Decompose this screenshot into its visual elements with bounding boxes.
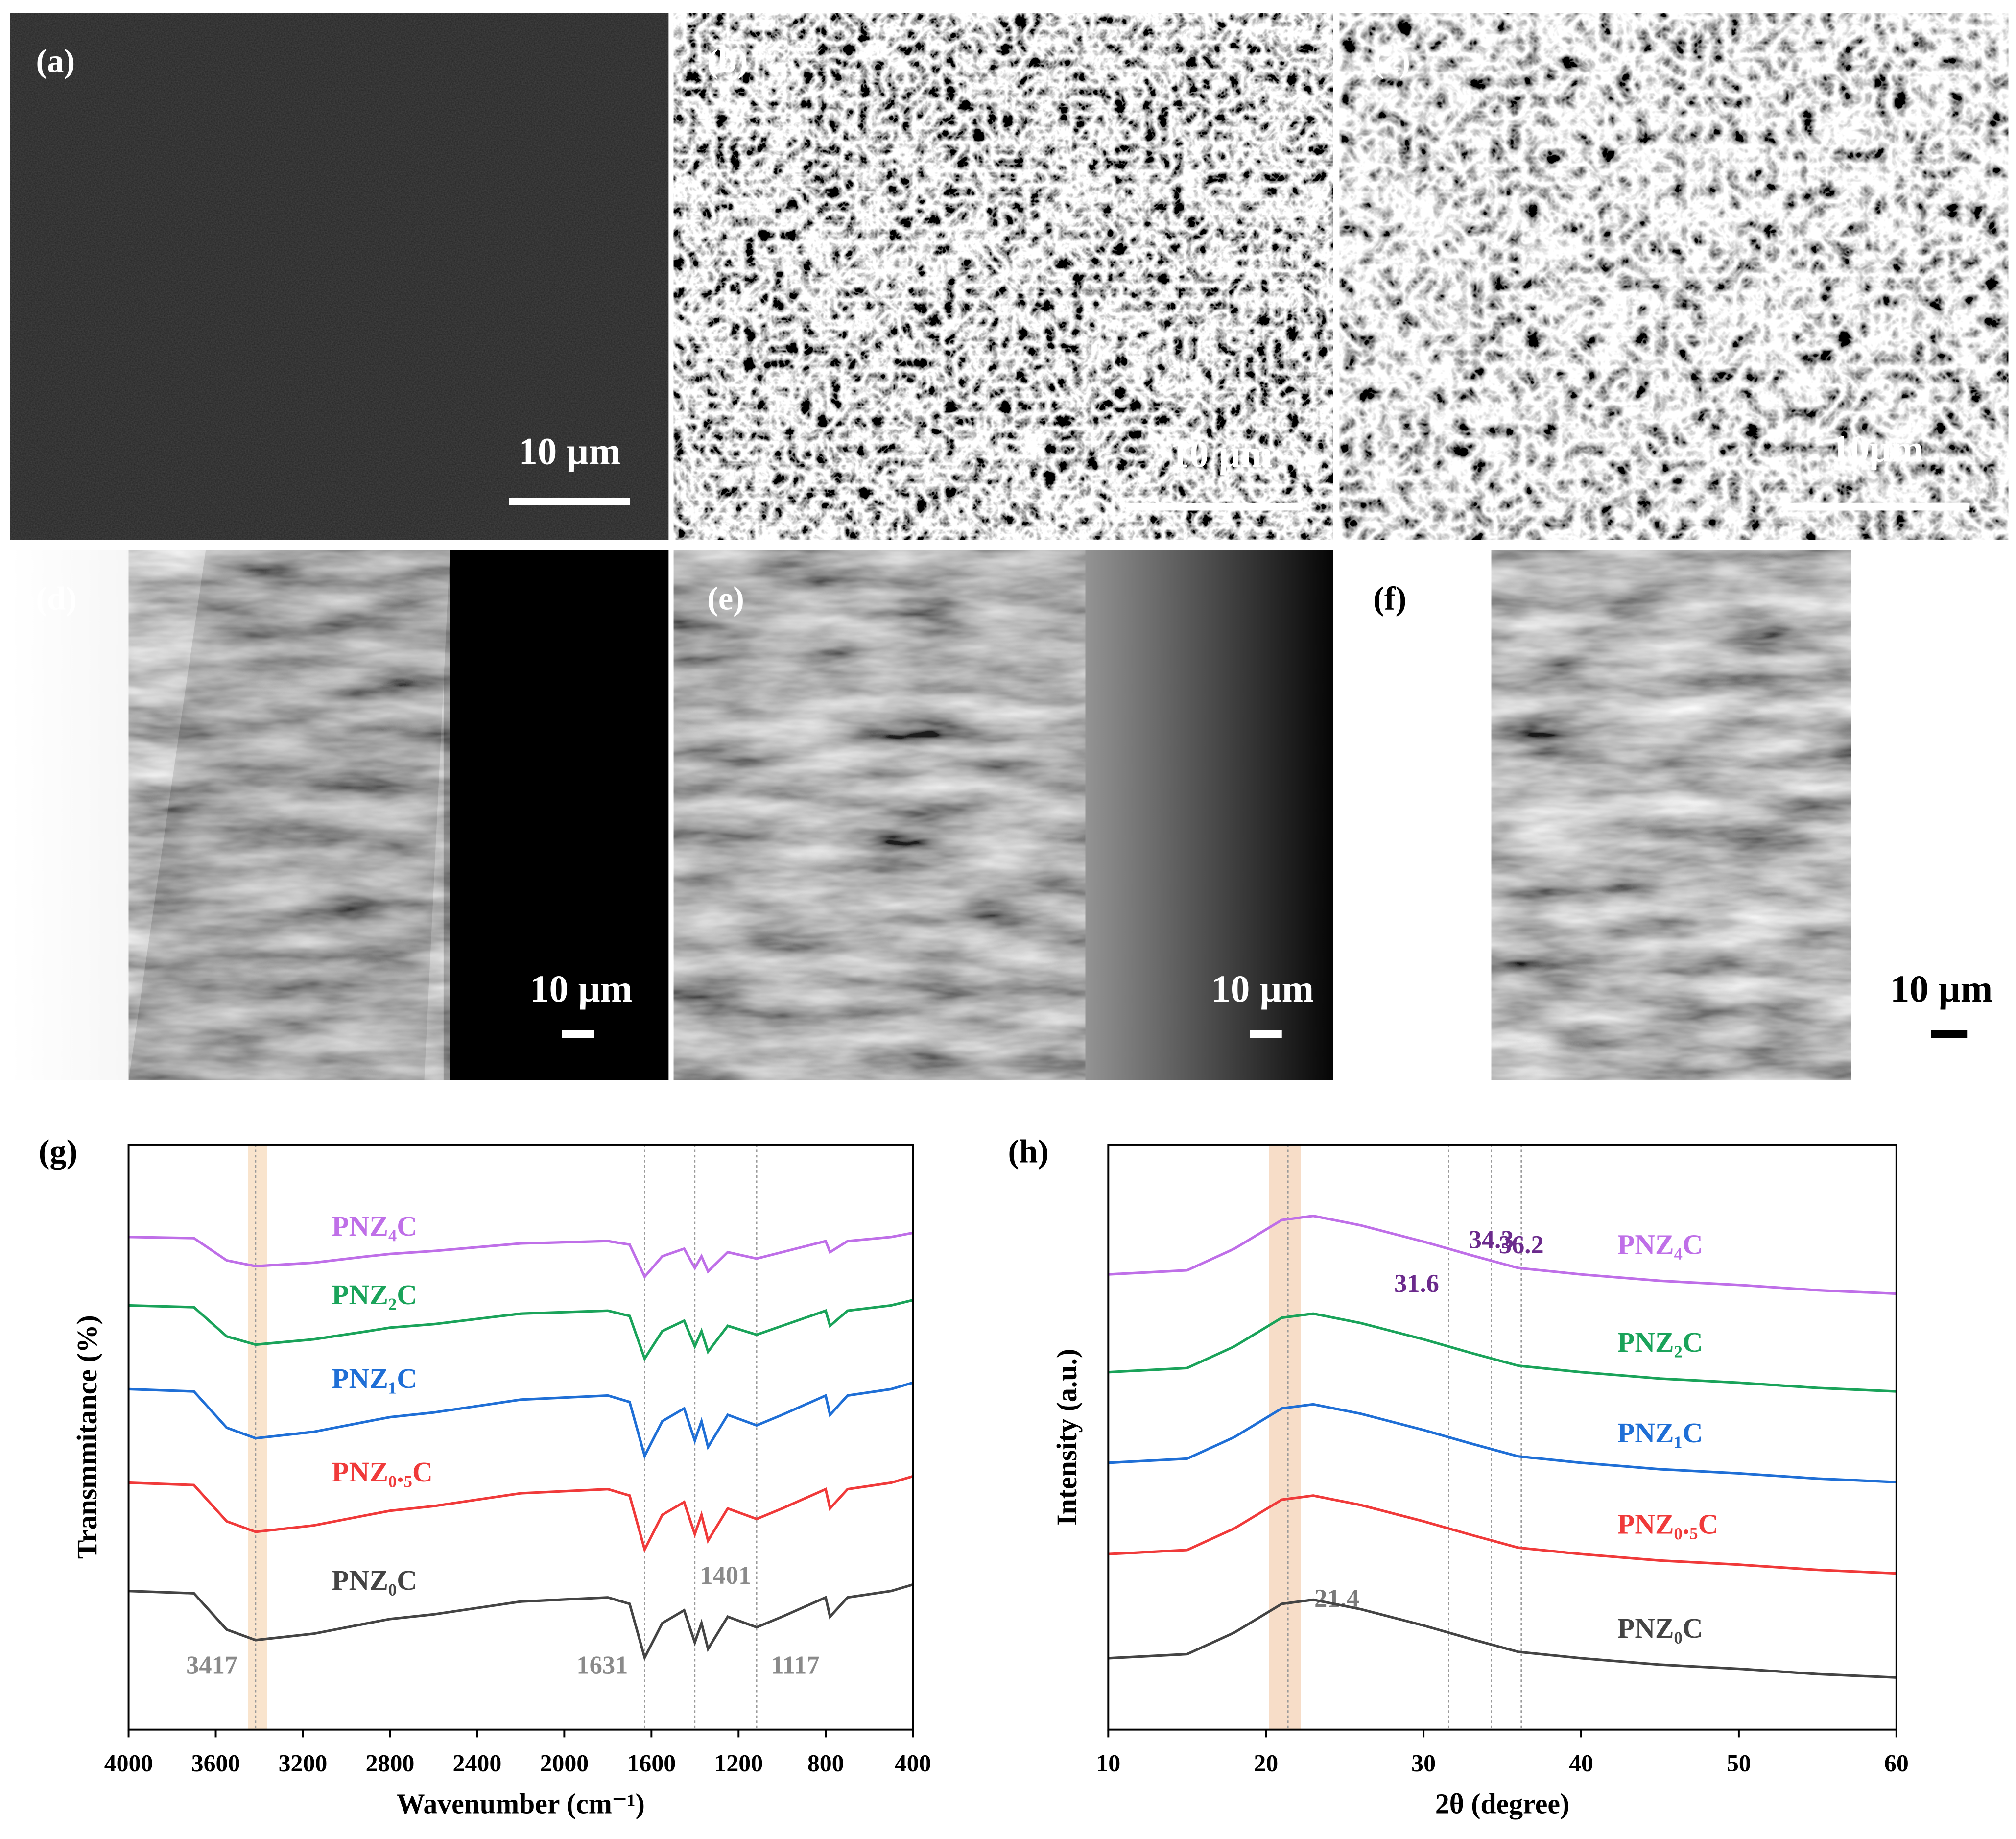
series-line — [128, 1231, 913, 1279]
annotation-label: 3417 — [186, 1651, 237, 1680]
series-line — [128, 1583, 913, 1661]
series-line — [1108, 1312, 1897, 1393]
x-tick-label: 40 — [1569, 1750, 1593, 1777]
scale-bar-label: 10 µm — [1890, 968, 1992, 1010]
series-line — [128, 1299, 913, 1362]
highlight-band — [1269, 1144, 1301, 1730]
series-line — [128, 1475, 913, 1553]
scale-bar-label: 10 µm — [1170, 433, 1273, 476]
x-tick-label: 400 — [895, 1750, 931, 1777]
y-axis-label: Transmmitance (%) — [72, 1315, 103, 1559]
x-tick-label: 30 — [1411, 1750, 1436, 1777]
scale-bar-label: 10 µm — [1211, 968, 1314, 1010]
x-tick-label: 2800 — [366, 1750, 415, 1777]
series-label: PNZ₁C — [332, 1363, 417, 1394]
x-tick-label: 20 — [1254, 1750, 1278, 1777]
series-line — [1108, 1215, 1897, 1295]
series-label: PNZ₀.₅C — [1617, 1509, 1718, 1540]
x-axis-label: Wavenumber (cm⁻¹) — [397, 1789, 645, 1819]
x-tick-label: 10 — [1096, 1750, 1120, 1777]
panel-label: (d) — [36, 580, 77, 617]
series-label: PNZ₁C — [1617, 1418, 1703, 1449]
sem-images — [10, 13, 2009, 1080]
panel-label: (f) — [1373, 580, 1406, 617]
annotation-label: 1117 — [771, 1651, 819, 1680]
scale-bar-label: 10 µm — [530, 968, 632, 1010]
sem-e-section — [673, 550, 1086, 1080]
x-tick-label: 1600 — [627, 1750, 676, 1777]
panel-label: (b) — [707, 42, 748, 79]
series-label: PNZ₄C — [332, 1211, 417, 1242]
series-label: PNZ₀C — [332, 1565, 417, 1596]
annotation-label: 34.3 — [1469, 1226, 1514, 1254]
series-line — [1108, 1598, 1897, 1679]
sem-a-texture — [10, 13, 669, 540]
panel-label: (e) — [707, 580, 744, 617]
scale-bar-label: 10μm — [1831, 428, 1923, 470]
x-tick-label: 3200 — [279, 1750, 328, 1777]
scale-bar-label: 10 µm — [518, 430, 620, 473]
x-tick-label: 2400 — [453, 1750, 502, 1777]
series-line — [128, 1381, 913, 1459]
sem-b — [673, 13, 1333, 540]
x-tick-label: 3600 — [191, 1750, 240, 1777]
series-line — [1108, 1494, 1897, 1575]
series-label: PNZ₀.₅C — [332, 1457, 432, 1488]
y-axis-label: Intensity (a.u.) — [1052, 1349, 1083, 1526]
sem-c — [1339, 13, 2009, 540]
panel-label: (c) — [1373, 42, 1410, 79]
annotation-label: 1631 — [576, 1651, 628, 1680]
sem-d-texture — [128, 550, 450, 1080]
x-tick-label: 50 — [1727, 1750, 1751, 1777]
series-label: PNZ₄C — [1617, 1229, 1703, 1260]
x-tick-label: 1200 — [714, 1750, 763, 1777]
x-tick-label: 800 — [807, 1750, 844, 1777]
series-label: PNZ₂C — [1617, 1327, 1703, 1358]
series-line — [1108, 1403, 1897, 1483]
x-tick-label: 4000 — [104, 1750, 153, 1777]
panel-label: (a) — [36, 42, 75, 79]
sem-f-section — [1491, 550, 1851, 1080]
panel-label: (g) — [39, 1133, 78, 1170]
x-tick-label: 60 — [1884, 1750, 1909, 1777]
plot-frame — [127, 1144, 914, 1731]
annotation-label: 31.6 — [1394, 1269, 1439, 1298]
series-label: PNZ₂C — [332, 1280, 417, 1311]
sem-d-dark — [443, 550, 669, 1080]
plot-frame — [1107, 1144, 1897, 1731]
panel-label: (h) — [1008, 1133, 1049, 1170]
series-label: PNZ₀C — [1617, 1613, 1703, 1644]
annotation-label: 36.2 — [1499, 1231, 1544, 1259]
x-axis-label: 2θ (degree) — [1435, 1789, 1569, 1819]
x-tick-label: 2000 — [540, 1750, 589, 1777]
annotation-label: 1401 — [700, 1561, 751, 1590]
